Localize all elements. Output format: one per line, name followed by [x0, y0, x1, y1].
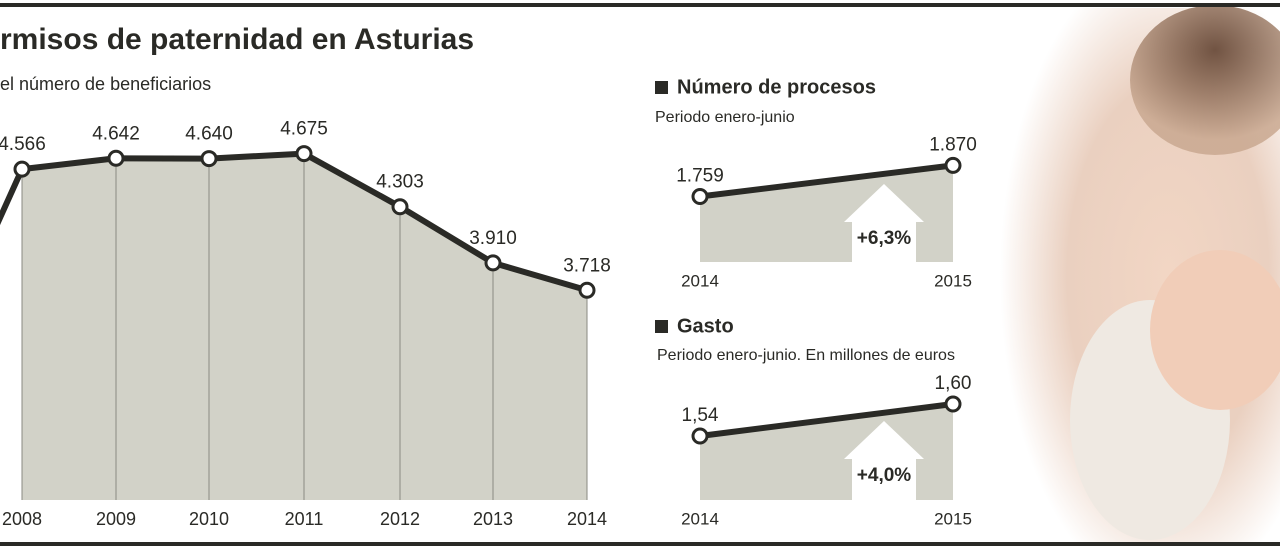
point	[13, 160, 31, 178]
bottom-rule	[0, 542, 1280, 546]
growth-label: +6,3%	[857, 228, 912, 249]
x-tick-label: 2014	[681, 509, 719, 528]
value-label: 1,60	[935, 373, 972, 394]
x-tick-label: 2012	[380, 509, 420, 529]
value-label: 1,54	[682, 405, 719, 426]
x-tick-label: 2015	[934, 271, 972, 290]
point	[295, 145, 313, 163]
point	[391, 198, 409, 216]
point	[107, 149, 125, 167]
point	[944, 395, 962, 413]
x-tick-label: 2015	[934, 509, 972, 528]
line	[699, 401, 954, 439]
value-label: 4.303	[376, 172, 424, 193]
growth-arrow	[844, 184, 924, 262]
x-tick-label: 2009	[96, 509, 136, 529]
value-label: 4.566	[0, 134, 46, 155]
x-tick-label: 2013	[473, 509, 513, 529]
point	[691, 187, 709, 205]
x-tick-label: 2008	[2, 509, 42, 529]
bullet	[655, 320, 668, 333]
value-label: 3.910	[469, 228, 517, 249]
top-rule	[0, 3, 1280, 7]
main-subtitle: el número de beneficiarios	[0, 74, 211, 94]
photo-baby	[1150, 250, 1280, 410]
chart-subtitle: Periodo enero-junio. En millones de euro…	[657, 347, 955, 364]
point	[200, 150, 218, 168]
line	[699, 162, 954, 200]
photo-hair	[1130, 5, 1280, 155]
x-tick-label: 2010	[189, 509, 229, 529]
value-label: 3.718	[563, 255, 611, 276]
x-tick-label: 2011	[285, 509, 324, 529]
bullet	[655, 81, 668, 94]
chart-title: Gasto	[677, 315, 734, 337]
value-label: 4.640	[185, 124, 233, 145]
value-label: 1.759	[676, 165, 724, 186]
x-tick-label: 2014	[681, 271, 719, 290]
chart-subtitle: Periodo enero-junio	[655, 109, 795, 126]
x-tick-label: 2014	[567, 509, 607, 529]
chart-title: Número de procesos	[677, 76, 876, 98]
lead-line	[0, 167, 25, 226]
point	[944, 156, 962, 174]
value-label: 4.642	[92, 123, 140, 144]
value-label: 4.675	[280, 119, 328, 140]
point	[484, 254, 502, 272]
growth-arrow	[844, 421, 924, 500]
main-title: rmisos de paternidad en Asturias	[0, 23, 474, 56]
point	[578, 281, 596, 299]
growth-label: +4,0%	[857, 465, 912, 486]
value-label: 1.870	[929, 134, 977, 155]
point	[691, 427, 709, 445]
